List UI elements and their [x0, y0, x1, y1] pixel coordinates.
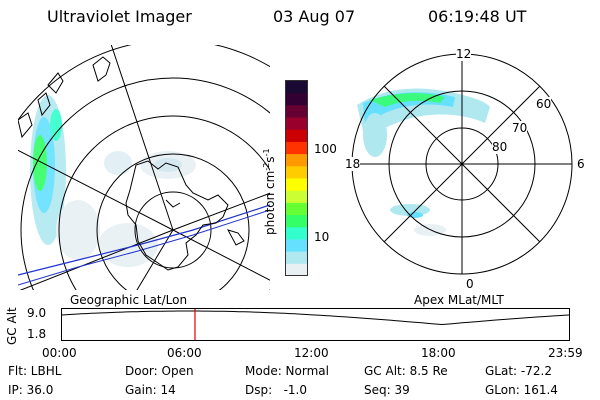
- colorbar-band: [286, 215, 307, 228]
- status-glon: GLon: 161.4: [485, 383, 558, 397]
- altitude-max-label: 9.0: [27, 306, 47, 320]
- colorbar-band: [286, 105, 307, 119]
- colorbar-band: [286, 202, 307, 216]
- status-dsp: Dsp: -1.0: [245, 383, 308, 397]
- mlt-label-12: 12: [456, 47, 472, 61]
- mlt-label-18: 18: [345, 157, 361, 171]
- colorbar-band: [286, 227, 307, 240]
- colorbar-band: [286, 251, 307, 265]
- colorbar-unit-label: photon cm-2s-1: [262, 148, 277, 235]
- status-gain: Gain: 14: [125, 383, 176, 397]
- apex-polar-map: [351, 53, 573, 275]
- status-mode: Mode: Normal: [245, 364, 329, 378]
- status-door: Door: Open: [125, 364, 194, 378]
- colorbar-band: [286, 141, 307, 155]
- altitude-timeline-plot: [61, 308, 570, 341]
- status-gc-alt: GC Alt: 8.5 Re: [364, 364, 448, 378]
- apex-map-label: Apex MLat/MLT: [414, 293, 504, 307]
- colorbar-band: [286, 166, 307, 179]
- colorbar-exp2: -1: [262, 148, 271, 157]
- colorbar-band: [286, 263, 307, 276]
- altitude-axis-label: GC Alt: [5, 307, 19, 345]
- colorbar-band: [286, 178, 307, 192]
- time-label: 06:19:48 UT: [428, 7, 527, 26]
- colorbar-band: [286, 117, 307, 131]
- status-seq: Seq: 39: [364, 383, 410, 397]
- time-tick-1200: 12:00: [294, 346, 329, 360]
- colorbar-unit-text: photon cm: [263, 170, 277, 235]
- time-tick-1800: 18:00: [421, 346, 456, 360]
- aurora-emission-left: [30, 95, 196, 267]
- mlt-label-0: 0: [466, 277, 474, 291]
- mlt-label-6: 6: [577, 157, 585, 171]
- status-ip: IP: 36.0: [8, 383, 54, 397]
- time-tick-0000: 00:00: [42, 346, 77, 360]
- colorbar-band: [286, 129, 307, 143]
- colorbar-exp1: -2: [262, 162, 271, 171]
- colorbar-band: [286, 239, 307, 253]
- mlat-label-80: 80: [492, 140, 508, 154]
- colorbar-band: [286, 190, 307, 204]
- colorbar-band: [286, 81, 307, 94]
- instrument-title: Ultraviolet Imager: [47, 7, 192, 26]
- date-label: 03 Aug 07: [273, 7, 356, 26]
- altitude-curve: [61, 310, 570, 326]
- colorbar-band: [286, 93, 307, 106]
- colorbar-band: [286, 154, 307, 167]
- colorbar-unit-s: s: [263, 156, 277, 163]
- colorbar-tick-100: 100: [314, 142, 337, 156]
- altitude-min-label: 1.8: [27, 327, 47, 341]
- geographic-map: [18, 45, 270, 290]
- mlat-label-60: 60: [536, 97, 552, 111]
- status-filter: Flt: LBHL: [8, 364, 62, 378]
- time-tick-0600: 06:00: [167, 346, 202, 360]
- color-scale-bar: [285, 80, 308, 276]
- geographic-map-label: Geographic Lat/Lon: [70, 293, 188, 307]
- status-glat: GLat: -72.2: [485, 364, 552, 378]
- mlat-label-70: 70: [512, 121, 528, 135]
- colorbar-tick-10: 10: [314, 230, 330, 244]
- time-tick-2359: 23:59: [548, 346, 583, 360]
- aurora-emission-right: [357, 88, 490, 236]
